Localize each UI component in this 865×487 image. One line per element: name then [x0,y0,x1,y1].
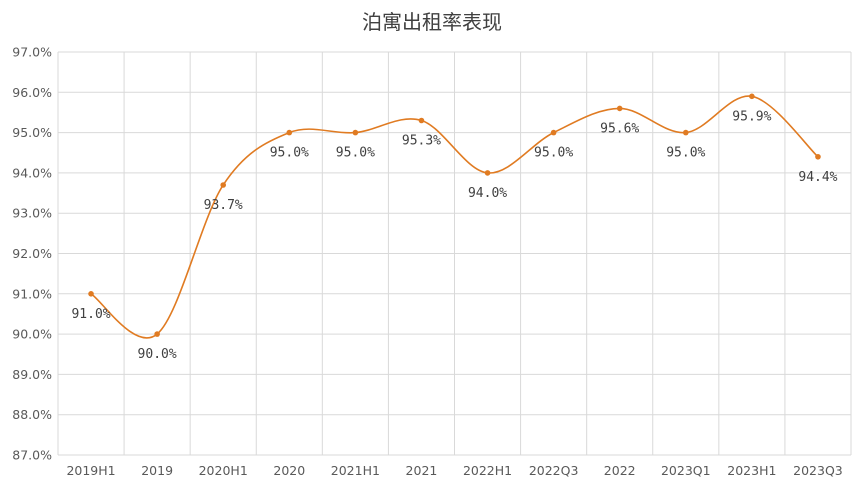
data-point [352,129,359,136]
data-label: 90.0% [138,347,177,362]
series-line [90,95,819,339]
x-tick-label: 2019H1 [66,463,115,478]
series-layer [90,95,819,339]
y-tick-label: 94.0% [12,165,52,180]
data-label: 94.0% [468,186,507,201]
data-point [220,182,227,188]
y-tick-label: 92.0% [12,246,52,261]
data-label: 95.6% [600,121,639,136]
x-tick-label: 2019 [141,463,173,478]
y-tick-label: 87.0% [12,448,52,463]
data-point [286,129,293,136]
x-tick-label: 2022 [604,463,636,478]
data-labels: 91.0% 90.0% 93.7% 95.0% 95.0% 95.3% 94.0% 95.0%… [71,109,837,362]
data-point [418,117,425,124]
data-label: 95.0% [336,146,375,161]
x-tick-label: 2023Q3 [793,463,843,478]
y-tick-label: 95.0% [12,125,52,140]
gridlines [57,51,852,456]
y-tick-label: 97.0% [12,45,52,60]
data-label: 93.7% [204,198,243,213]
x-tick-label: 2020H1 [199,463,248,478]
y-tick-label: 93.0% [12,206,52,221]
x-tick-label: 2021 [406,463,438,478]
data-point [550,129,557,136]
data-label: 94.4% [798,170,837,185]
data-point [154,331,160,337]
y-tick-label: 96.0% [12,85,52,100]
x-axis-ticks: 2019H1 2019 2020H1 2020 2021H1 2021 2022H1 2022… [66,463,842,478]
data-point [682,129,689,136]
data-point [484,170,491,176]
x-tick-label: 2022H1 [463,463,512,478]
data-label: 95.0% [666,146,705,161]
data-points [88,93,821,337]
y-tick-label: 91.0% [12,286,52,301]
data-point [815,153,821,160]
data-label: 95.0% [534,146,573,161]
data-point [88,291,94,297]
data-label: 95.0% [270,146,309,161]
x-tick-label: 2023H1 [727,463,776,478]
y-tick-label: 90.0% [12,327,52,342]
y-tick-label: 89.0% [12,367,52,382]
data-label: 95.3% [402,134,441,149]
y-axis-ticks: 87.0% 88.0% 89.0% 90.0% 91.0% 92.0% 93.0% 94.0%… [12,45,52,463]
y-tick-label: 88.0% [12,407,52,422]
x-tick-label: 2023Q1 [661,463,711,478]
data-label: 91.0% [71,307,110,322]
x-tick-label: 2020 [273,463,305,478]
data-label: 95.9% [732,109,771,124]
data-point [749,93,755,100]
data-point [616,105,623,112]
x-tick-label: 2021H1 [331,463,380,478]
chart-title: 泊寓出租率表现 [362,10,502,34]
x-tick-label: 2022Q3 [529,463,579,478]
